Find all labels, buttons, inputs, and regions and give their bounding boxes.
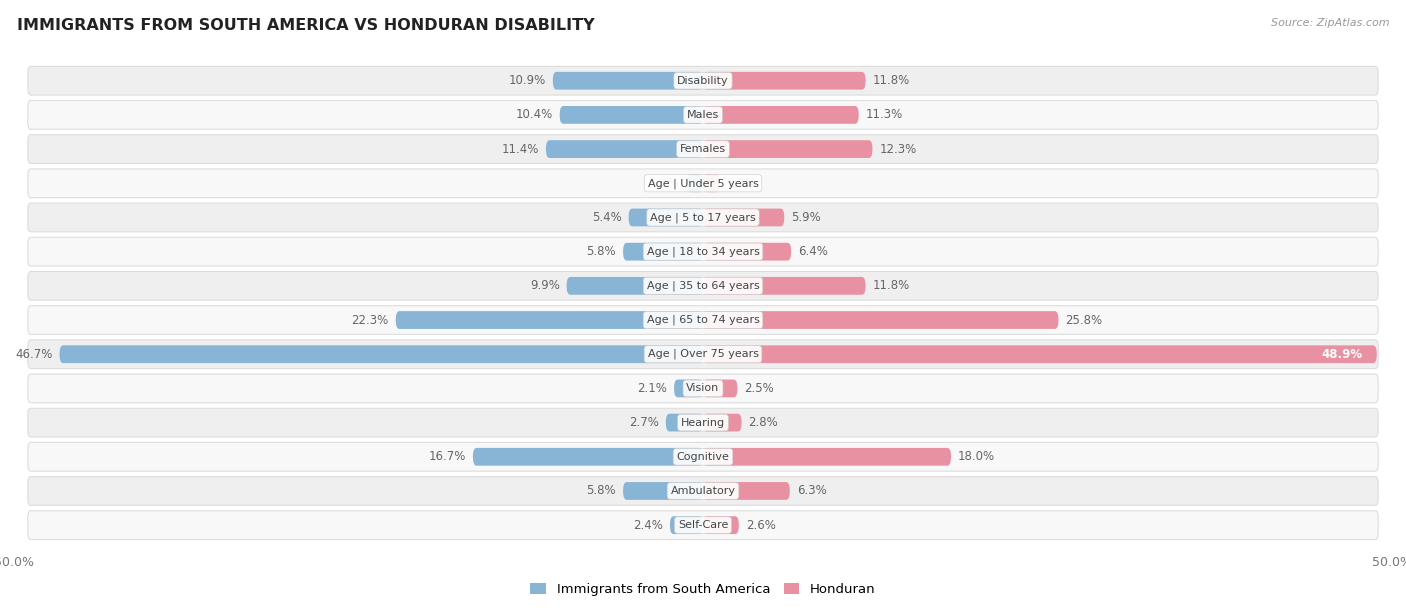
Text: 46.7%: 46.7% [15, 348, 52, 360]
FancyBboxPatch shape [703, 517, 738, 534]
FancyBboxPatch shape [703, 414, 741, 431]
FancyBboxPatch shape [666, 414, 703, 431]
Text: 2.7%: 2.7% [628, 416, 659, 429]
FancyBboxPatch shape [703, 482, 790, 500]
Text: 2.6%: 2.6% [745, 518, 776, 532]
Text: Age | Under 5 years: Age | Under 5 years [648, 178, 758, 188]
FancyBboxPatch shape [28, 408, 1378, 437]
Text: Age | 18 to 34 years: Age | 18 to 34 years [647, 247, 759, 257]
Text: Hearing: Hearing [681, 417, 725, 428]
FancyBboxPatch shape [623, 243, 703, 261]
Legend: Immigrants from South America, Honduran: Immigrants from South America, Honduran [526, 578, 880, 601]
FancyBboxPatch shape [28, 66, 1378, 95]
FancyBboxPatch shape [28, 477, 1378, 506]
Text: Males: Males [688, 110, 718, 120]
Text: 11.8%: 11.8% [873, 74, 910, 88]
Text: Ambulatory: Ambulatory [671, 486, 735, 496]
Text: Vision: Vision [686, 383, 720, 394]
FancyBboxPatch shape [560, 106, 703, 124]
FancyBboxPatch shape [703, 174, 720, 192]
FancyBboxPatch shape [703, 277, 866, 295]
Text: 5.9%: 5.9% [792, 211, 821, 224]
FancyBboxPatch shape [395, 311, 703, 329]
FancyBboxPatch shape [703, 209, 785, 226]
FancyBboxPatch shape [703, 379, 738, 397]
FancyBboxPatch shape [553, 72, 703, 89]
Text: 12.3%: 12.3% [879, 143, 917, 155]
Text: Cognitive: Cognitive [676, 452, 730, 462]
Text: 5.8%: 5.8% [586, 245, 616, 258]
FancyBboxPatch shape [28, 272, 1378, 300]
FancyBboxPatch shape [703, 72, 866, 89]
FancyBboxPatch shape [703, 106, 859, 124]
Text: Age | 5 to 17 years: Age | 5 to 17 years [650, 212, 756, 223]
Text: Age | 65 to 74 years: Age | 65 to 74 years [647, 315, 759, 326]
Text: 11.4%: 11.4% [502, 143, 538, 155]
FancyBboxPatch shape [703, 243, 792, 261]
FancyBboxPatch shape [546, 140, 703, 158]
Text: 25.8%: 25.8% [1066, 313, 1102, 327]
Text: Age | Over 75 years: Age | Over 75 years [648, 349, 758, 359]
FancyBboxPatch shape [28, 135, 1378, 163]
FancyBboxPatch shape [669, 517, 703, 534]
Text: IMMIGRANTS FROM SOUTH AMERICA VS HONDURAN DISABILITY: IMMIGRANTS FROM SOUTH AMERICA VS HONDURA… [17, 18, 595, 34]
Text: 10.9%: 10.9% [509, 74, 546, 88]
FancyBboxPatch shape [28, 305, 1378, 334]
Text: 16.7%: 16.7% [429, 450, 465, 463]
FancyBboxPatch shape [703, 448, 950, 466]
Text: 6.4%: 6.4% [799, 245, 828, 258]
Text: 5.8%: 5.8% [586, 485, 616, 498]
FancyBboxPatch shape [28, 237, 1378, 266]
Text: Disability: Disability [678, 76, 728, 86]
FancyBboxPatch shape [28, 374, 1378, 403]
FancyBboxPatch shape [623, 482, 703, 500]
FancyBboxPatch shape [28, 340, 1378, 368]
FancyBboxPatch shape [686, 174, 703, 192]
Text: 18.0%: 18.0% [957, 450, 995, 463]
Text: 11.8%: 11.8% [873, 279, 910, 293]
Text: Self-Care: Self-Care [678, 520, 728, 530]
FancyBboxPatch shape [28, 442, 1378, 471]
Text: 6.3%: 6.3% [797, 485, 827, 498]
FancyBboxPatch shape [628, 209, 703, 226]
FancyBboxPatch shape [703, 311, 1059, 329]
Text: Age | 35 to 64 years: Age | 35 to 64 years [647, 280, 759, 291]
FancyBboxPatch shape [567, 277, 703, 295]
Text: Source: ZipAtlas.com: Source: ZipAtlas.com [1271, 18, 1389, 28]
Text: 2.1%: 2.1% [637, 382, 668, 395]
Text: 48.9%: 48.9% [1322, 348, 1362, 360]
Text: 9.9%: 9.9% [530, 279, 560, 293]
FancyBboxPatch shape [703, 345, 1376, 363]
FancyBboxPatch shape [673, 379, 703, 397]
FancyBboxPatch shape [59, 345, 703, 363]
FancyBboxPatch shape [28, 169, 1378, 198]
Text: 2.8%: 2.8% [748, 416, 778, 429]
Text: 2.5%: 2.5% [744, 382, 775, 395]
Text: 1.2%: 1.2% [727, 177, 756, 190]
Text: 5.4%: 5.4% [592, 211, 621, 224]
FancyBboxPatch shape [28, 203, 1378, 232]
FancyBboxPatch shape [28, 100, 1378, 129]
Text: 2.4%: 2.4% [633, 518, 664, 532]
FancyBboxPatch shape [703, 140, 873, 158]
Text: 10.4%: 10.4% [516, 108, 553, 121]
Text: 11.3%: 11.3% [866, 108, 903, 121]
FancyBboxPatch shape [472, 448, 703, 466]
FancyBboxPatch shape [28, 511, 1378, 540]
Text: 22.3%: 22.3% [352, 313, 389, 327]
Text: Females: Females [681, 144, 725, 154]
Text: 1.2%: 1.2% [650, 177, 679, 190]
